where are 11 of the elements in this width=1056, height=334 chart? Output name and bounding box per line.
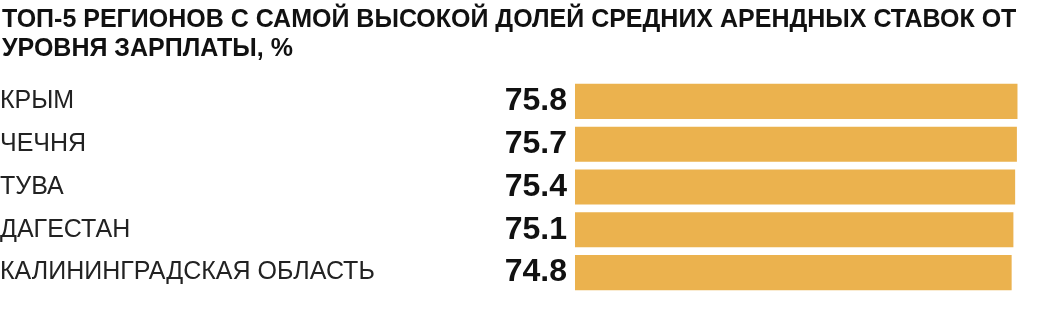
data-label: 75.4 (504, 166, 568, 203)
data-label: 75.1 (504, 209, 567, 246)
data-label: 75.8 (504, 81, 567, 118)
y-tick-label: КРЫМ (0, 85, 75, 114)
data-label: 75.7 (504, 124, 567, 161)
y-tick-label: ДАГЕСТАН (0, 213, 131, 242)
chart-title: ТОП-5 РЕГИОНОВ С САМОЙ ВЫСОКОЙ ДОЛЕЙ СРЕДНИХ АРЕНДНЫХ СТАВОК ОТ УРОВНЯ ЗАРПЛАТЫ, % (1, 2, 1018, 62)
y-tick-label: ТУВА (0, 170, 64, 199)
data-label: 74.8 (504, 252, 567, 289)
y-tick-label: КАЛИНИНГРАДСКАЯ ОБЛАСТЬ (0, 256, 375, 285)
y-tick-label: ЧЕЧНЯ (0, 128, 87, 157)
